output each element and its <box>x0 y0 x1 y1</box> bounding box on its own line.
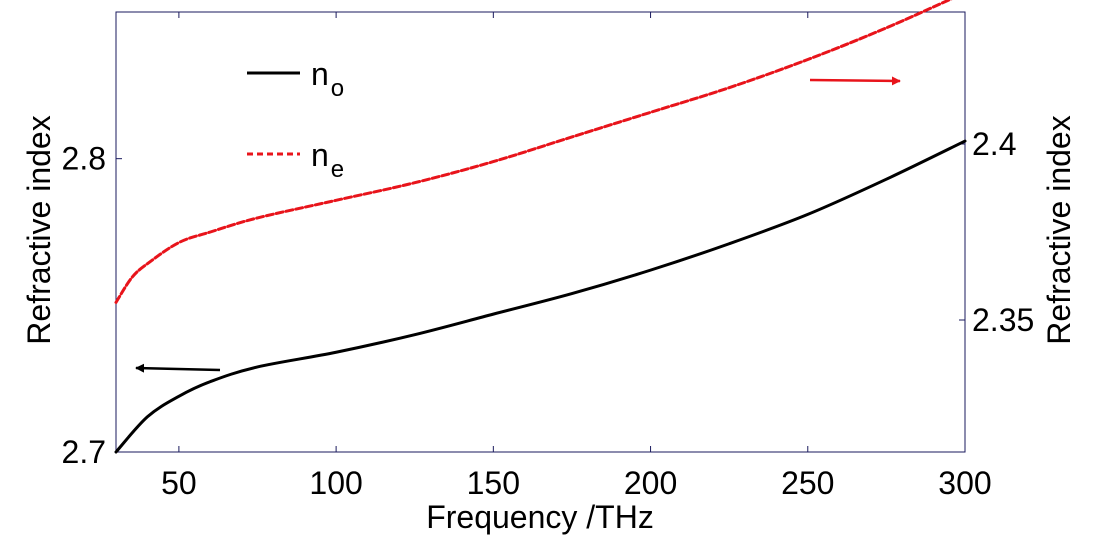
annotation-arrows <box>135 76 901 373</box>
left-axis-arrow <box>135 363 221 373</box>
x-tick-label: 150 <box>467 465 520 501</box>
y-axis-title-left: Refractive index <box>21 115 57 344</box>
plot-area-frame <box>115 11 966 453</box>
y-left-tick-label: 2.8 <box>62 141 106 177</box>
right-axis-arrow <box>809 76 901 86</box>
x-tick-label: 100 <box>309 465 362 501</box>
y-right-tick-label: 2.35 <box>972 302 1034 338</box>
legend-label-ne-sub: e <box>331 156 344 183</box>
legend-label-no-sub: o <box>331 75 344 102</box>
series-line-ne <box>114 0 953 304</box>
x-axis-title: Frequency /THz <box>426 499 654 535</box>
y-left-tick-label: 2.7 <box>62 434 106 470</box>
series-line-no <box>114 139 967 454</box>
x-tick-label: 50 <box>161 465 197 501</box>
legend-label-ne: ne <box>311 137 344 183</box>
legend: no ne <box>247 56 344 183</box>
legend-label-no-base: n <box>311 56 329 92</box>
x-tick-label: 250 <box>781 465 834 501</box>
y-axis-title-right: Refractive index <box>1041 115 1077 344</box>
y-right-tick-label: 2.4 <box>972 126 1016 162</box>
axis-ticks: 50 100 150 200 250 300 2.7 2.8 2.35 2.4 <box>62 12 1034 501</box>
x-tick-label: 300 <box>938 465 991 501</box>
x-tick-label: 200 <box>624 465 677 501</box>
legend-label-no: no <box>311 56 344 102</box>
legend-label-ne-base: n <box>311 137 329 173</box>
series-lines <box>114 0 967 454</box>
